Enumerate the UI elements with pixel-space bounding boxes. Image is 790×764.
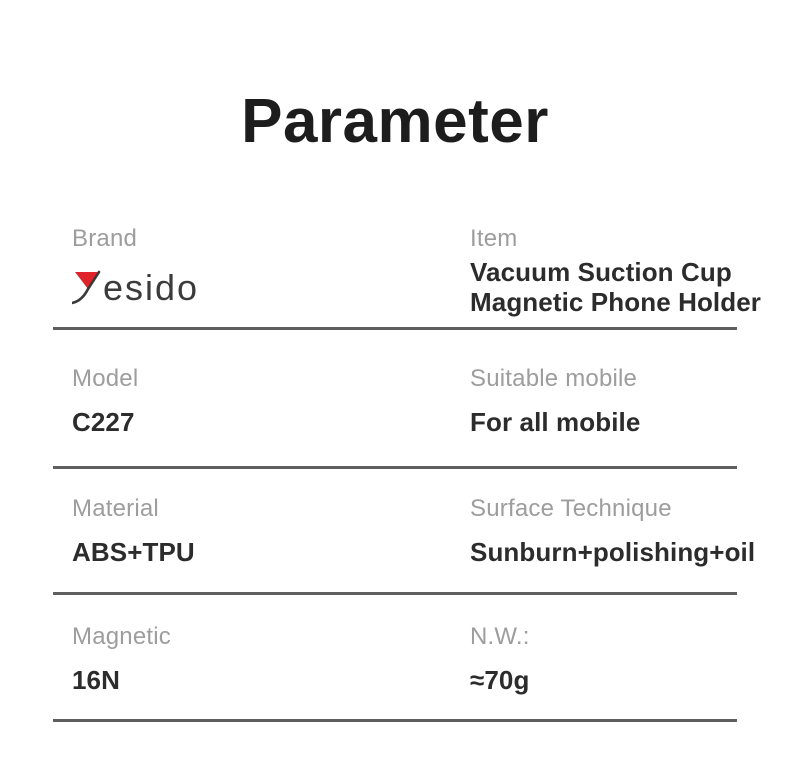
yesido-logo: esido [72, 267, 199, 308]
spec-label: Brand [72, 225, 138, 252]
spec-value: C227 [72, 407, 135, 437]
divider [53, 327, 737, 330]
divider [53, 719, 737, 722]
spec-label: N.W.: [470, 623, 530, 650]
yesido-y-tail [72, 270, 101, 305]
yesido-wordmark: esido [103, 267, 199, 308]
spec-label: Model [72, 365, 139, 392]
spec-value: 16N [72, 665, 120, 695]
spec-cell-material: Material ABS+TPU [72, 495, 402, 567]
spec-value: Sunburn+polishing+oil [470, 537, 756, 567]
spec-cell-magnetic: Magnetic 16N [72, 623, 402, 695]
spec-cell-net-weight: N.W.: ≈70g [470, 623, 778, 695]
spec-value: ≈70g [470, 665, 530, 695]
spec-cell-surface-technique: Surface Technique Sunburn+polishing+oil [470, 495, 778, 567]
spec-value: Vacuum Suction Cup Magnetic Phone Holder [470, 257, 762, 317]
spec-label: Material [72, 495, 159, 522]
spec-label: Magnetic [72, 623, 171, 650]
spec-cell-model: Model C227 [72, 365, 402, 437]
spec-label: Surface Technique [470, 495, 672, 522]
spec-value: For all mobile [470, 407, 641, 437]
spec-cell-brand: Brand esido [72, 225, 402, 311]
divider [53, 466, 737, 469]
spec-label: Item [470, 225, 518, 252]
spec-cell-item: Item Vacuum Suction Cup Magnetic Phone H… [470, 225, 778, 317]
page-title: Parameter [241, 87, 549, 156]
divider [53, 592, 737, 595]
spec-value: ABS+TPU [72, 537, 195, 567]
yesido-triangle-icon [75, 272, 99, 289]
spec-cell-suitable-mobile: Suitable mobile For all mobile [470, 365, 778, 437]
spec-label: Suitable mobile [470, 365, 638, 392]
